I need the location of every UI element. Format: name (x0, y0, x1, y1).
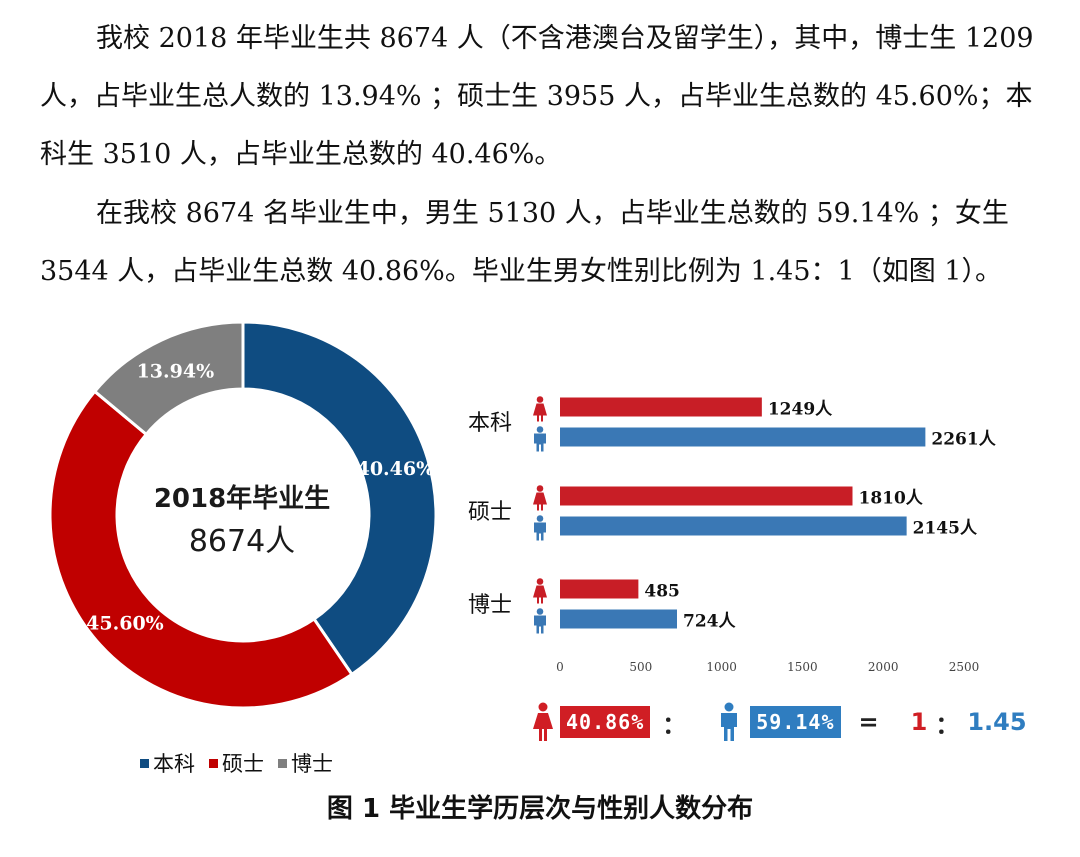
donut-label-doctor: 13.94% (137, 361, 215, 383)
female-person-icon (533, 702, 553, 741)
donut-label-undergrad: 40.46% (357, 458, 435, 480)
donut-slice-doctor (92, 320, 245, 437)
legend-item-doctor: 博士 (278, 748, 333, 778)
donut-labels: 40.46% 45.60% 13.94% (86, 361, 434, 635)
donut-slices (48, 320, 438, 710)
paragraph-graduates-by-gender: 在我校 8674 名毕业生中，男生 5130 人，占毕业生总数的 59.14% … (40, 185, 1040, 301)
legend-label: 本科 (153, 752, 195, 776)
legend-label: 硕士 (222, 752, 264, 776)
paragraph-text: 我校 2018 年毕业生共 8674 人（不含港澳台及留学生），其中，博士生 1… (40, 23, 1034, 170)
ratio-colon: ： (662, 710, 687, 739)
legend-swatch (209, 758, 218, 768)
donut-legend: 本科 硕士 博士 (140, 748, 333, 778)
ratio-male-value: 1.45 (967, 708, 1027, 736)
legend-swatch (140, 758, 149, 768)
ratio-colon: ： (935, 710, 960, 739)
donut-center-count: 8674人 (188, 524, 296, 559)
donut-center-title: 2018年毕业生 (153, 484, 331, 514)
paragraph-text: 在我校 8674 名毕业生中，男生 5130 人，占毕业生总数的 59.14% … (40, 198, 1009, 287)
legend-label: 博士 (291, 752, 333, 776)
female-percent-box: 40.86% (560, 706, 651, 738)
legend-swatch (278, 758, 287, 768)
ratio-female-value: 1 (910, 708, 928, 736)
donut-slice-undergrad (241, 320, 438, 677)
donut-label-master: 45.60% (86, 612, 164, 634)
male-person-icon (721, 702, 738, 741)
figure-caption: 图 1 毕业生学历层次与性别人数分布 (326, 794, 754, 824)
male-percent-box: 59.14% (750, 706, 841, 738)
legend-item-undergrad: 本科 (140, 748, 195, 778)
donut-slice-master (48, 389, 354, 710)
gender-ratio-row: 40.86% ： 59.14% = 1 ： 1.45 (530, 702, 1027, 742)
ratio-equals: = (858, 708, 879, 736)
paragraph-graduates-by-level: 我校 2018 年毕业生共 8674 人（不含港澳台及留学生），其中，博士生 1… (40, 10, 1040, 184)
legend-item-master: 硕士 (209, 748, 264, 778)
